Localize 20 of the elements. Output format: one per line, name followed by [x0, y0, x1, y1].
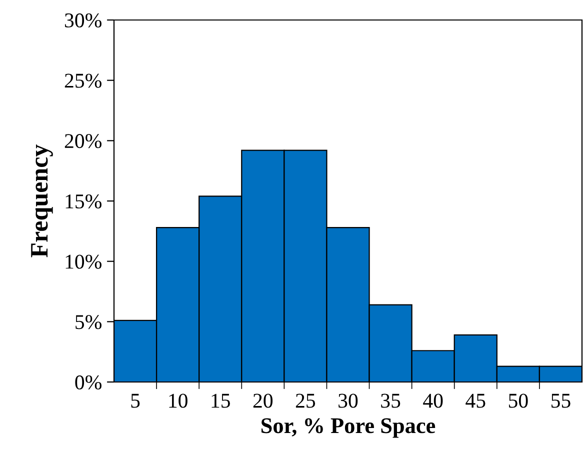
y-tick-label: 25% [64, 74, 102, 88]
x-tick-label: 15 [212, 394, 230, 408]
x-tick-label: 50 [508, 394, 528, 408]
y-tick-label: 5% [76, 315, 102, 330]
x-tick-label: 5 [131, 394, 140, 408]
y-tick-label: 15% [66, 194, 102, 208]
x-tick-label: 25 [296, 394, 316, 408]
y-tick-label: 10% [66, 254, 102, 269]
x-tick-label: 40 [423, 394, 443, 408]
y-tick-label: 30% [65, 13, 102, 28]
x-tick-label: 30 [338, 394, 358, 408]
x-tick-label: 55 [552, 394, 570, 408]
y-tick-label: 0% [75, 375, 102, 390]
y-tick-label: 20% [64, 134, 102, 148]
y-axis-title: Frequency [31, 144, 53, 258]
x-axis-title: Sor, % Pore Space [262, 418, 436, 438]
x-tick-label: 45 [466, 394, 486, 408]
x-tick-label: 35 [381, 394, 400, 408]
x-tick-label: 20 [253, 394, 273, 408]
x-tick-label: 10 [169, 394, 188, 408]
